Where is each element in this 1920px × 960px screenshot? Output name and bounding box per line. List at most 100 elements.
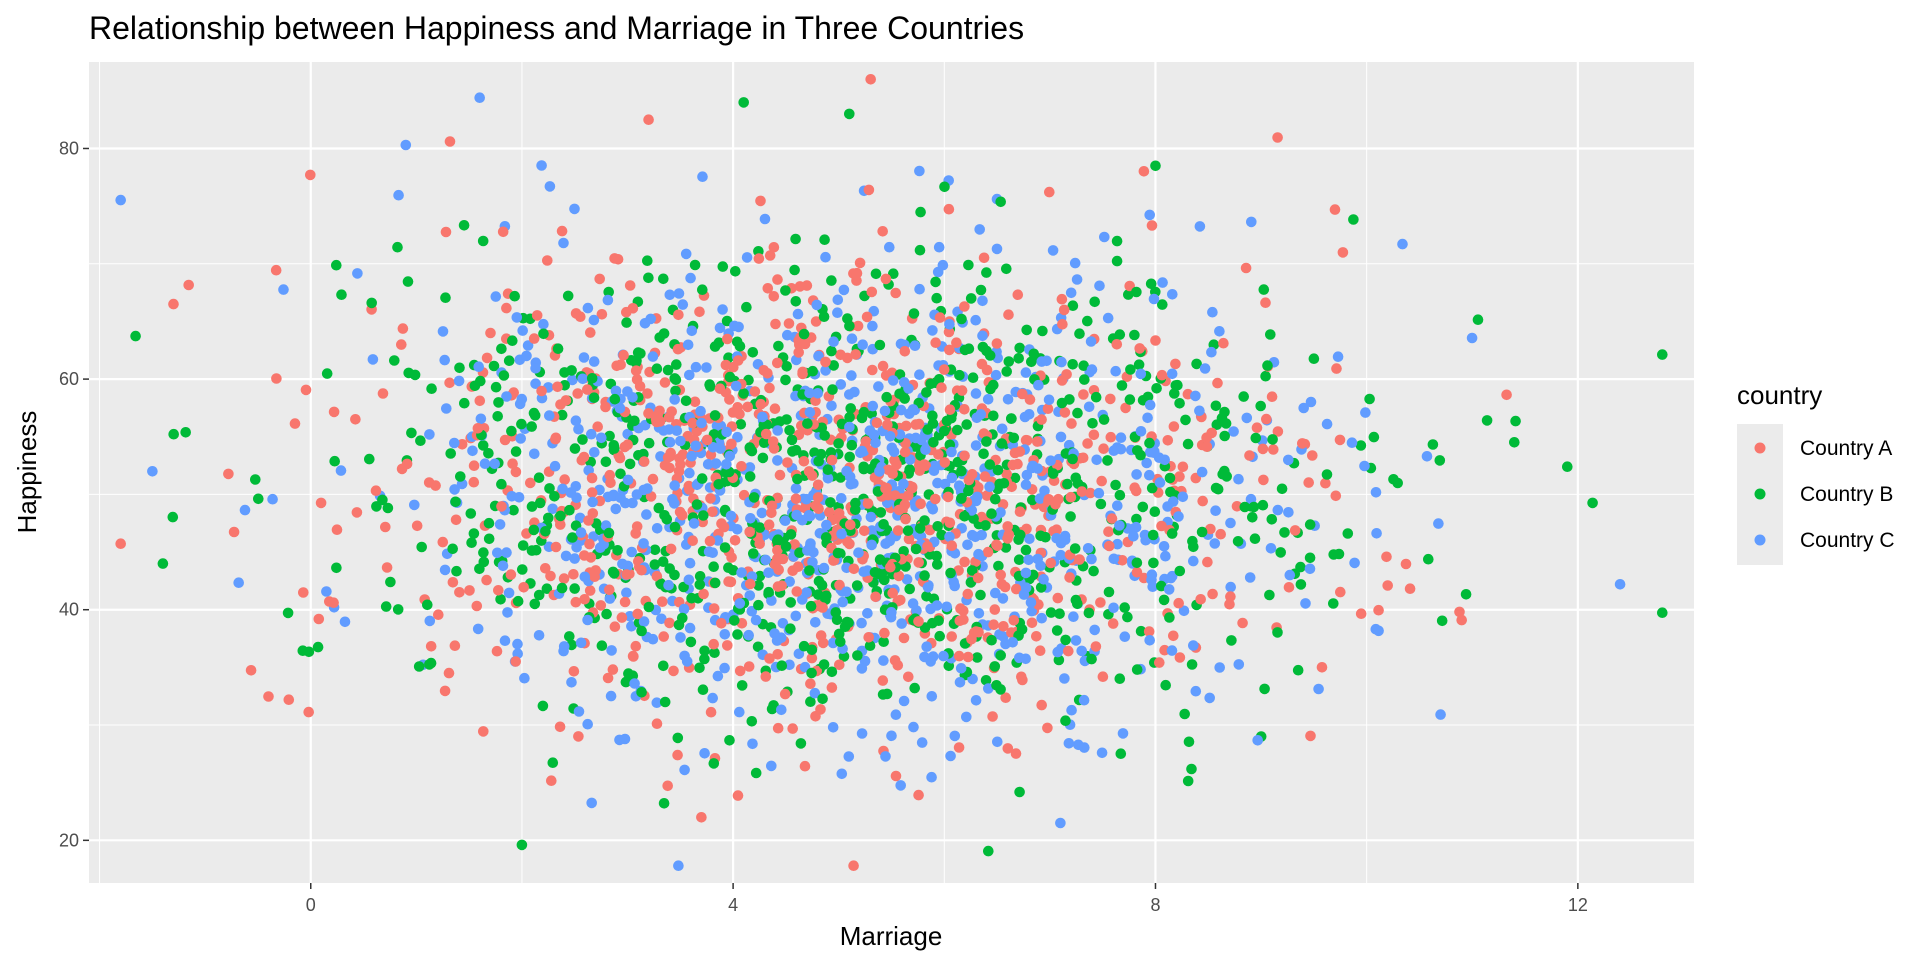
data-point-country-a — [1297, 438, 1308, 449]
data-point-country-a — [944, 517, 956, 529]
data-point-country-a — [411, 520, 423, 532]
data-point-country-a — [552, 381, 563, 393]
data-point-country-c — [439, 354, 451, 366]
data-point-country-c — [1115, 432, 1127, 444]
data-point-country-c — [938, 650, 949, 662]
data-point-country-c — [801, 493, 812, 505]
data-point-country-a — [1032, 436, 1043, 447]
data-point-country-c — [948, 576, 959, 588]
data-point-country-a — [1283, 582, 1295, 593]
data-point-country-a — [1012, 289, 1024, 301]
data-point-country-b — [696, 473, 708, 484]
data-point-country-b — [1257, 499, 1269, 511]
data-point-country-b — [1067, 453, 1078, 465]
data-point-country-a — [605, 477, 616, 489]
data-point-country-a — [501, 302, 512, 314]
data-point-country-a — [586, 472, 598, 484]
data-point-country-b — [495, 594, 506, 605]
data-point-country-c — [1131, 469, 1142, 480]
data-point-country-b — [609, 393, 621, 405]
data-point-country-c — [734, 598, 746, 609]
data-point-country-b — [474, 563, 485, 575]
data-point-country-b — [1368, 431, 1380, 443]
data-point-country-c — [521, 350, 532, 362]
data-point-country-b — [785, 597, 796, 608]
data-point-country-a — [1168, 630, 1179, 642]
data-point-country-b — [1144, 437, 1155, 449]
data-point-country-b — [984, 350, 996, 361]
data-point-country-a — [609, 621, 621, 632]
x-tick-label: 12 — [1568, 895, 1588, 915]
data-point-country-b — [643, 272, 654, 284]
data-point-country-b — [508, 504, 519, 516]
data-point-country-b — [1170, 380, 1182, 391]
data-point-country-c — [838, 284, 850, 296]
data-point-country-c — [1159, 454, 1170, 466]
data-point-country-b — [517, 564, 528, 575]
data-point-country-a — [1002, 743, 1014, 754]
data-point-country-c — [1300, 598, 1311, 609]
data-point-country-a — [763, 519, 775, 530]
data-point-country-c — [971, 491, 983, 503]
data-point-country-b — [748, 492, 760, 503]
data-point-country-c — [812, 388, 823, 399]
data-point-country-b — [956, 493, 967, 504]
data-point-country-b — [694, 579, 706, 590]
data-point-country-b — [1110, 479, 1121, 491]
data-point-country-a — [481, 352, 493, 364]
data-point-country-c — [1033, 379, 1044, 391]
data-point-country-a — [1174, 652, 1186, 663]
data-point-country-a — [942, 491, 954, 503]
data-point-country-c — [473, 361, 485, 373]
data-point-country-a — [877, 675, 889, 686]
data-point-country-b — [1164, 612, 1175, 623]
data-point-country-a — [903, 533, 915, 545]
data-point-country-b — [458, 220, 470, 231]
data-point-country-c — [896, 618, 907, 629]
data-point-country-a — [1076, 486, 1088, 497]
data-point-country-a — [627, 650, 639, 662]
data-point-country-a — [658, 631, 669, 642]
data-point-country-b — [698, 510, 709, 521]
data-point-country-a — [966, 633, 977, 645]
data-point-country-c — [729, 320, 740, 332]
data-point-country-b — [832, 547, 844, 559]
data-point-country-c — [1370, 487, 1382, 498]
data-point-country-b — [780, 374, 791, 386]
data-point-country-a — [793, 347, 804, 358]
data-point-country-c — [1112, 538, 1123, 550]
data-point-country-a — [1045, 557, 1057, 569]
data-point-country-c — [605, 690, 617, 702]
data-point-country-a — [892, 525, 904, 536]
data-point-country-b — [564, 631, 575, 642]
data-point-country-a — [769, 403, 781, 415]
data-point-country-b — [1131, 557, 1143, 569]
data-point-country-a — [720, 359, 732, 371]
data-point-country-c — [1233, 473, 1244, 485]
data-point-country-b — [1089, 296, 1100, 308]
data-point-country-c — [856, 445, 868, 457]
data-point-country-c — [587, 496, 598, 508]
data-point-country-b — [826, 345, 837, 357]
data-point-country-b — [939, 181, 950, 193]
data-point-country-b — [1056, 397, 1068, 409]
data-point-country-b — [835, 636, 846, 647]
data-point-country-a — [1154, 657, 1165, 668]
data-point-country-b — [1158, 594, 1170, 606]
data-point-country-b — [1279, 527, 1290, 538]
data-point-country-c — [1112, 500, 1123, 512]
data-point-country-b — [1001, 263, 1012, 275]
data-point-country-c — [638, 538, 649, 549]
data-point-country-c — [856, 617, 867, 629]
data-point-country-c — [501, 547, 512, 558]
data-point-country-c — [858, 566, 869, 577]
data-point-country-b — [643, 437, 655, 449]
data-point-country-b — [1131, 286, 1142, 298]
data-point-country-c — [977, 330, 988, 342]
data-point-country-c — [931, 600, 943, 611]
data-point-country-c — [736, 567, 747, 578]
data-point-country-b — [528, 524, 540, 536]
data-point-country-b — [671, 359, 682, 370]
data-point-country-a — [812, 492, 824, 503]
data-point-country-a — [303, 706, 315, 718]
